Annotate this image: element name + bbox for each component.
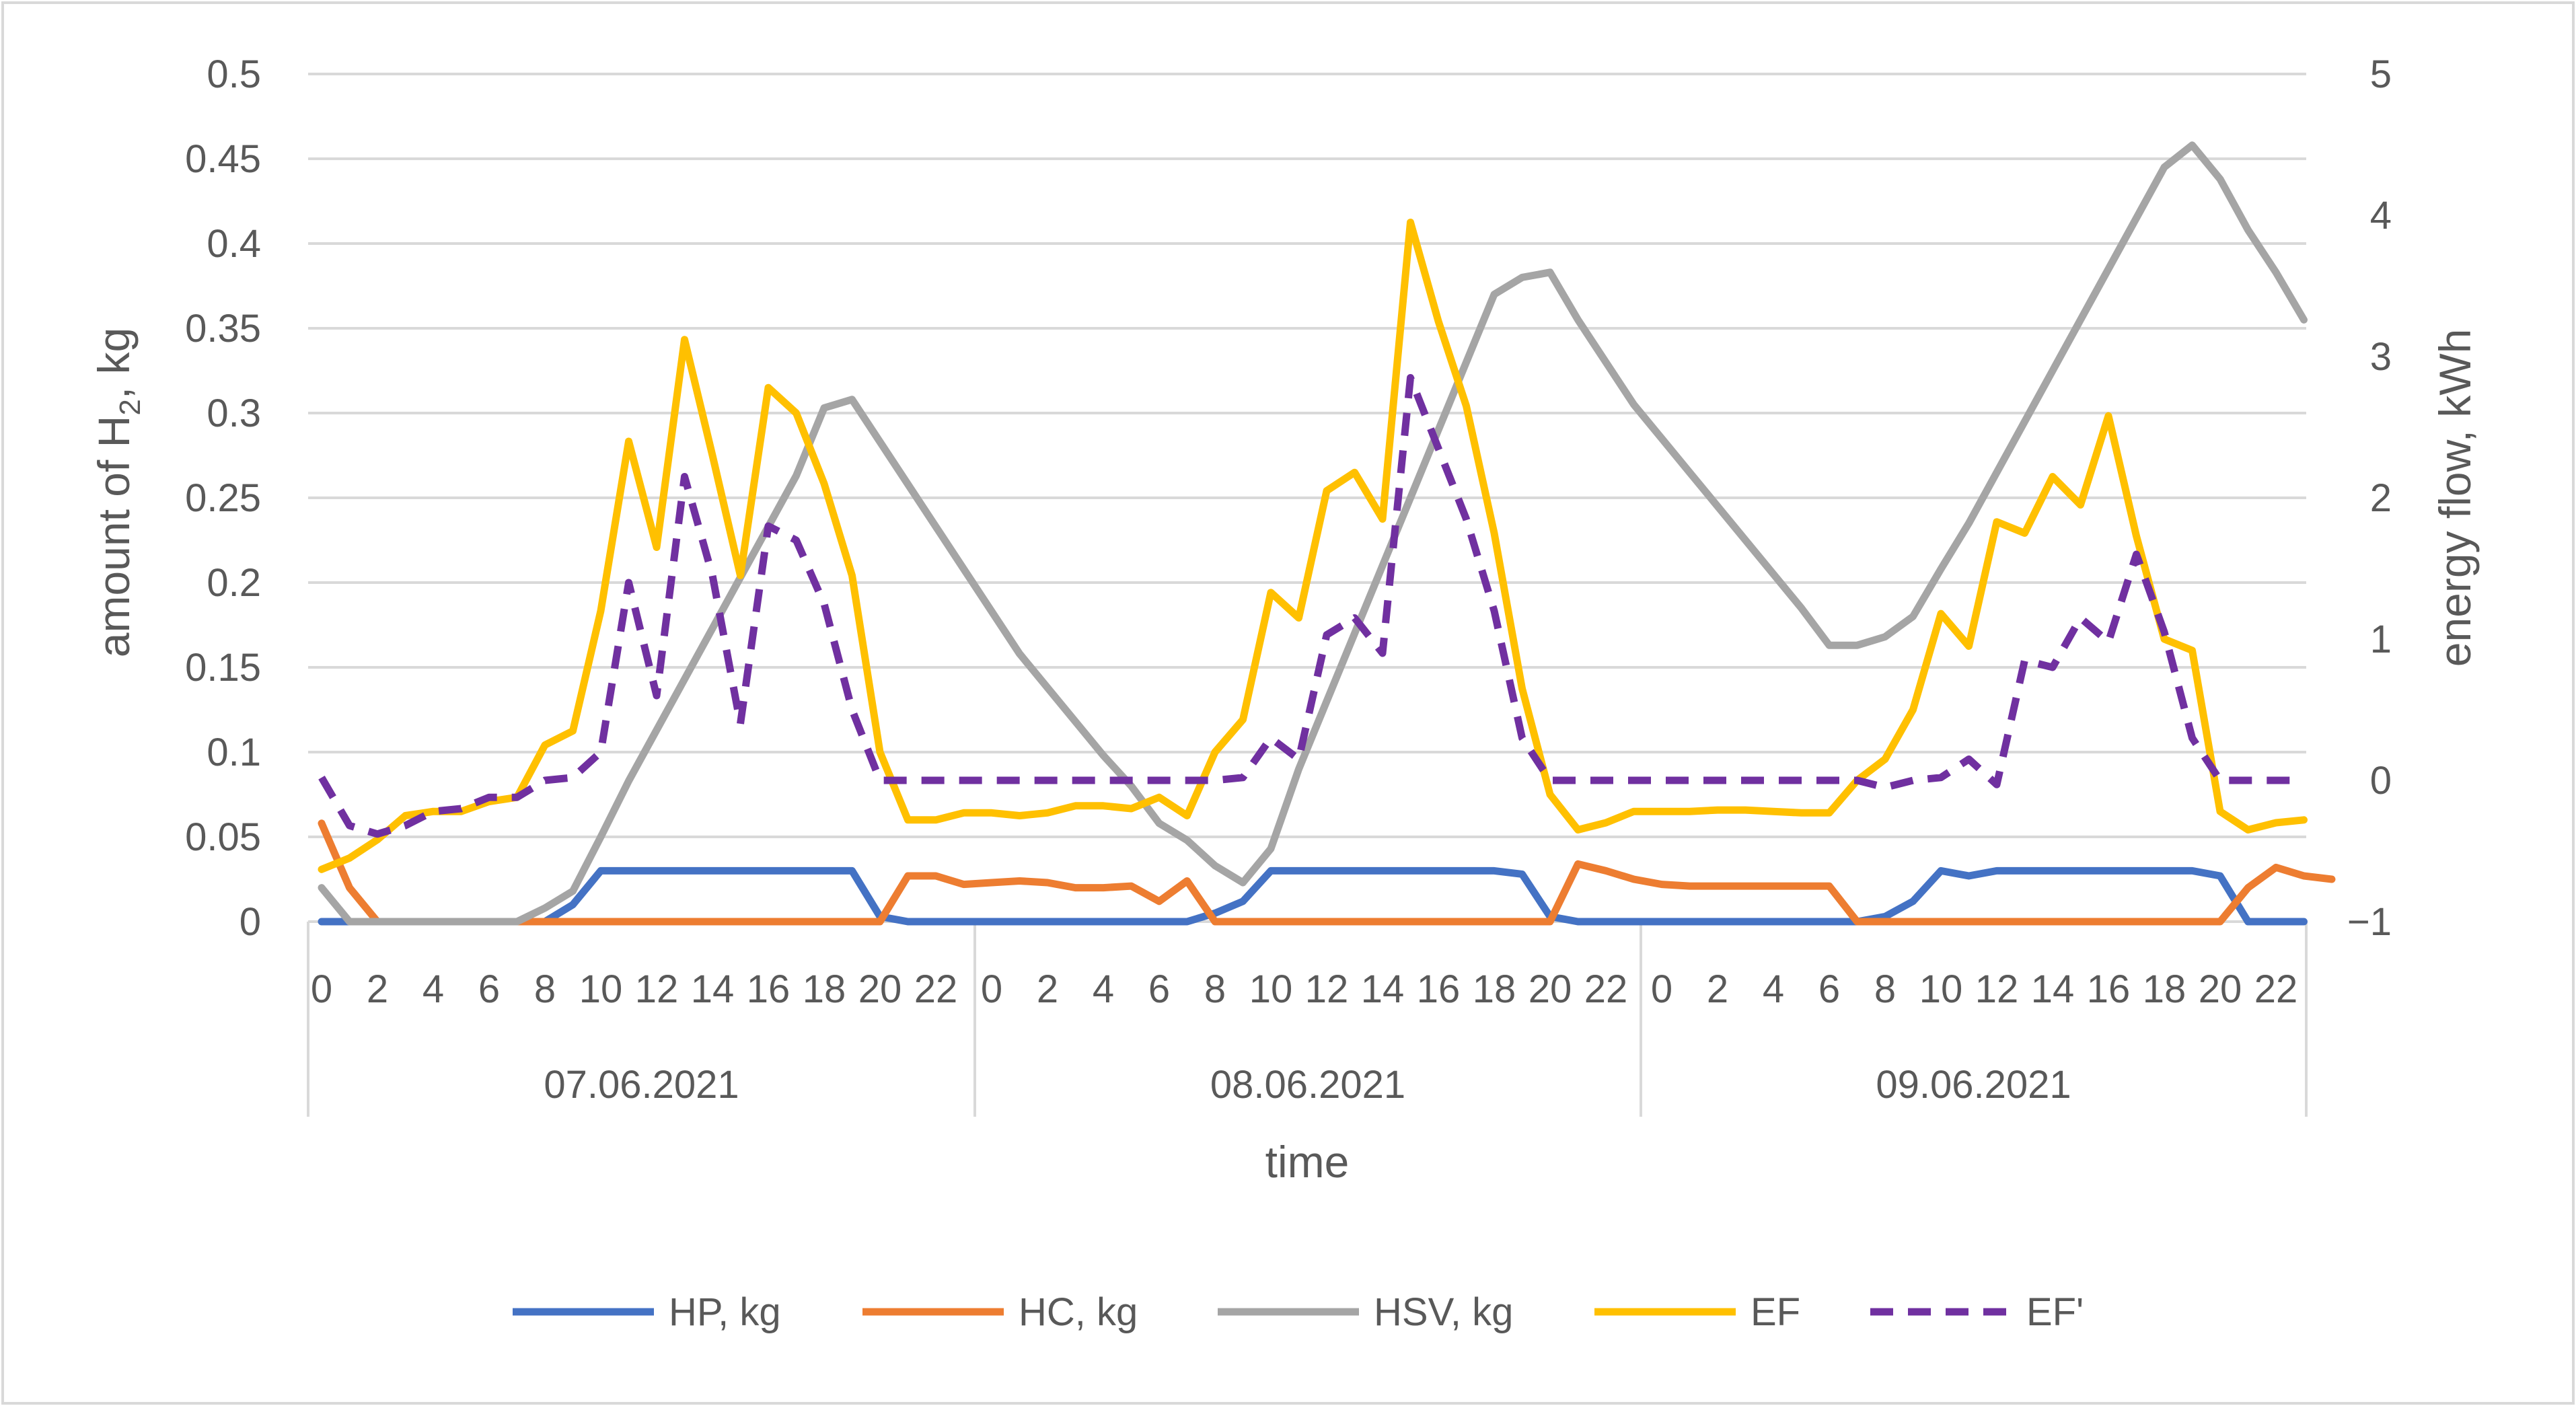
hour-tick-label: 8 <box>1874 967 1896 1011</box>
right-tick-label: −1 <box>2347 900 2392 944</box>
right-tick-label: 0 <box>2370 759 2392 803</box>
hour-tick-label: 20 <box>1529 967 1572 1011</box>
left-tick-label: 0.25 <box>185 476 261 520</box>
right-tick-label: 2 <box>2370 476 2392 520</box>
legend: HP, kg HC, kg HSV, kg EF EF' <box>513 1290 2084 1334</box>
hour-tick-label: 22 <box>2254 967 2298 1011</box>
hour-tick-label: 16 <box>1417 967 1461 1011</box>
hour-tick-label: 4 <box>1093 967 1114 1011</box>
hour-tick-label: 10 <box>579 967 623 1011</box>
hour-tick-label: 8 <box>1204 967 1226 1011</box>
series-line-hp-kg <box>318 866 2308 926</box>
right-tick-label: 4 <box>2370 194 2392 237</box>
right-axis-title: energy flow, kWh <box>2430 329 2480 667</box>
hour-tick-label: 14 <box>691 967 735 1011</box>
date-label: 08.06.2021 <box>1210 1063 1405 1107</box>
hour-tick-label: 10 <box>1249 967 1293 1011</box>
hour-tick-label: 6 <box>478 967 500 1011</box>
hour-tick-label: 12 <box>1975 967 2019 1011</box>
hour-tick-label: 8 <box>534 967 556 1011</box>
left-tick-label: 0.45 <box>185 137 261 181</box>
hour-tick-label: 0 <box>1651 967 1672 1011</box>
hour-tick-label: 18 <box>803 967 846 1011</box>
hour-tick-label: 10 <box>1919 967 1963 1011</box>
left-tick-label: 0.35 <box>185 307 261 350</box>
left-axis-ticks: 0 0.05 0.1 0.15 0.2 0.25 0.3 0.35 0.4 0.45 0.5 <box>185 52 261 944</box>
hour-tick-label: 2 <box>1037 967 1058 1011</box>
right-tick-label: 1 <box>2370 618 2392 661</box>
hour-tick-label: 16 <box>2087 967 2131 1011</box>
hour-tick-label: 14 <box>1361 967 1405 1011</box>
hour-tick-label: 18 <box>1473 967 1516 1011</box>
left-tick-label: 0.15 <box>185 646 261 690</box>
legend-label: HP, kg <box>669 1290 781 1334</box>
series-line-ef <box>318 374 2304 838</box>
hour-tick-label: 22 <box>914 967 958 1011</box>
date-label: 09.06.2021 <box>1876 1063 2071 1107</box>
legend-label: EF <box>1751 1290 1800 1334</box>
series-line-hc-kg <box>318 819 2336 926</box>
right-axis-ticks: −1 0 1 2 3 4 5 <box>2347 52 2392 944</box>
hour-tick-label: 20 <box>858 967 902 1011</box>
legend-label: EF' <box>2026 1290 2084 1334</box>
hour-tick-label: 2 <box>367 967 388 1011</box>
hour-tick-label: 4 <box>422 967 444 1011</box>
left-tick-label: 0.05 <box>185 815 261 859</box>
hour-tick-label: 16 <box>747 967 790 1011</box>
hour-tick-label: 4 <box>1763 967 1784 1011</box>
series-line-hsv-kg <box>318 141 2308 926</box>
series-lines <box>318 141 2336 926</box>
left-axis-title: amount of H2, kg <box>89 328 147 657</box>
hour-tick-label: 20 <box>2199 967 2242 1011</box>
right-tick-label: 3 <box>2370 335 2392 379</box>
legend-label: HC, kg <box>1019 1290 1138 1334</box>
hour-tick-label: 6 <box>1148 967 1170 1011</box>
left-tick-label: 0.3 <box>207 392 261 435</box>
right-tick-label: 5 <box>2370 52 2392 96</box>
hour-tick-label: 18 <box>2143 967 2186 1011</box>
hour-tick-label: 12 <box>1305 967 1349 1011</box>
hour-tick-label: 14 <box>2031 967 2075 1011</box>
series-line-ef <box>318 219 2308 873</box>
hour-tick-label: 0 <box>311 967 332 1011</box>
hour-tick-label: 6 <box>1818 967 1840 1011</box>
left-tick-label: 0 <box>240 900 261 944</box>
x-axis-title: time <box>1265 1137 1350 1187</box>
hour-tick-label: 12 <box>635 967 679 1011</box>
hour-tick-label: 22 <box>1584 967 1628 1011</box>
legend-label: HSV, kg <box>1374 1290 1513 1334</box>
hour-tick-label: 0 <box>981 967 1002 1011</box>
date-label: 07.06.2021 <box>544 1063 739 1107</box>
left-tick-label: 0.5 <box>207 52 261 96</box>
left-tick-label: 0.1 <box>207 731 261 774</box>
left-tick-label: 0.4 <box>207 222 261 266</box>
hour-tick-label: 2 <box>1707 967 1728 1011</box>
left-tick-label: 0.2 <box>207 561 261 605</box>
